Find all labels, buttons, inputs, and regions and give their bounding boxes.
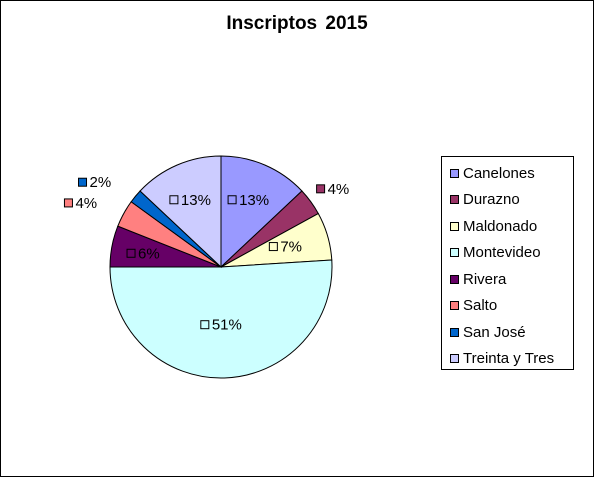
legend-swatch — [450, 301, 459, 310]
data-label-text: 4% — [328, 181, 350, 198]
legend-item-canelones: Canelones — [450, 164, 535, 182]
legend-label: Durazno — [463, 191, 520, 208]
data-label-text: 4% — [75, 195, 97, 212]
data-label-swatch — [63, 198, 73, 208]
data-label-swatch — [169, 195, 179, 205]
legend-swatch — [450, 221, 459, 231]
legend-label: Rivera — [463, 270, 507, 288]
legend-swatch — [450, 354, 459, 363]
legend-label: Maldonado — [463, 217, 538, 235]
data-label-swatch — [227, 195, 237, 205]
data-label-text: 51% — [212, 317, 242, 334]
legend-swatch — [450, 168, 459, 178]
legend-swatch — [450, 274, 459, 284]
data-label-text: 13% — [239, 192, 269, 209]
legend-item-montevideo: Montevideo — [450, 244, 541, 262]
legend-item-salto: Salto — [450, 297, 497, 315]
data-label-salto: 4% — [63, 195, 97, 212]
data-label-swatch — [316, 184, 326, 194]
pie-slice-treinta-y-tres — [139, 155, 222, 269]
data-label-swatch — [268, 242, 278, 252]
legend-item-treinta-y-tres: Treinta y Tres — [450, 350, 554, 368]
legend-label: Salto — [463, 297, 498, 314]
data-label-swatch — [126, 248, 136, 258]
legend-item-rivera: Rivera — [450, 270, 506, 288]
legend-swatch — [450, 327, 459, 337]
data-label-montevideo: 51% — [200, 317, 242, 334]
legend-item-durazno: Durazno — [450, 191, 520, 209]
chart-title: Inscriptos 2015 — [226, 13, 368, 34]
data-label-text: 13% — [181, 192, 211, 209]
data-label-text: 2% — [90, 174, 112, 191]
pie-slice-canelones — [220, 155, 303, 269]
data-label-canelones: 13% — [227, 192, 269, 209]
data-label-swatch — [78, 177, 88, 187]
legend-item-maldonado: Maldonado — [450, 217, 537, 235]
data-label-san-jose: 2% — [78, 174, 112, 191]
data-label-maldonado: 7% — [268, 239, 302, 256]
legend-swatch — [450, 248, 459, 257]
legend-label: San José — [463, 323, 526, 341]
legend-label: Treinta y Tres — [463, 350, 555, 367]
legend-item-san-jose: San José — [450, 323, 526, 341]
data-label-rivera: 6% — [126, 245, 160, 262]
data-label-text: 7% — [280, 239, 302, 256]
pie-slice-montevideo — [109, 259, 333, 379]
legend: Canelones Durazno Maldonado Montevideo River… — [441, 156, 574, 370]
legend-label: Montevideo — [463, 244, 541, 261]
data-label-treinta-y-tres: 13% — [169, 192, 211, 209]
legend-label: Canelones — [463, 164, 535, 182]
data-label-text: 6% — [138, 245, 160, 262]
legend-swatch — [450, 195, 459, 204]
data-label-swatch — [200, 320, 210, 330]
data-label-durazno: 4% — [316, 181, 350, 198]
